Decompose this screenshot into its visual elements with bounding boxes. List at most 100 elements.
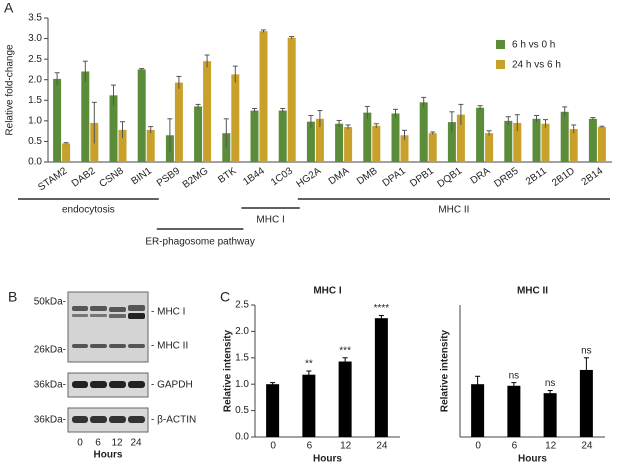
x-tick-label: DQB1 [436, 165, 465, 190]
x-tick-label: 0 [475, 441, 481, 452]
bar [471, 384, 485, 437]
group-label: MHC I [256, 215, 284, 226]
error-bar [306, 370, 312, 379]
error-bar [345, 124, 351, 130]
error-bar [458, 103, 464, 125]
chart-title: MHC II [517, 286, 548, 297]
error-bar [91, 101, 97, 144]
bar [315, 118, 324, 162]
bar [504, 120, 513, 162]
error-bar [308, 115, 314, 128]
bar [597, 127, 606, 162]
y-axis-label: Relative intensity [440, 329, 451, 412]
x-tick-label: 6 [512, 441, 518, 452]
x-tick-label: DRA [469, 165, 493, 186]
bar [363, 112, 372, 162]
error-bar [514, 114, 520, 132]
error-bar [543, 119, 548, 128]
error-bar [261, 29, 266, 33]
bar [344, 127, 353, 162]
marker-label: 36kDa- [34, 415, 66, 426]
error-bar [63, 142, 69, 145]
y-tick-label: 2.0 [235, 326, 249, 337]
lane-label: 12 [111, 438, 123, 449]
group-label: endocytosis [62, 205, 115, 216]
western-blot: 50kDa- 26kDa- 36kDa- 36kDa- - MHC I - MH… [34, 291, 196, 461]
bar [419, 102, 428, 162]
bar [532, 118, 541, 162]
marker-label: 36kDa- [34, 380, 66, 391]
error-bar [583, 357, 589, 383]
bar [560, 111, 569, 162]
bar [62, 143, 71, 162]
error-bar [204, 54, 210, 68]
legend-label: 24 h vs 6 h [512, 60, 561, 71]
bar [485, 133, 494, 162]
error-bar [111, 84, 116, 106]
error-bar [534, 115, 539, 123]
legend-swatch [496, 60, 505, 69]
error-bar [430, 131, 436, 135]
error-bar [402, 129, 407, 141]
error-bar [120, 121, 125, 139]
bar [507, 385, 521, 437]
error-bar [477, 105, 483, 110]
error-bar [571, 124, 577, 134]
error-bar [270, 382, 276, 386]
bar [259, 31, 268, 163]
error-bar [148, 126, 154, 134]
x-tick-label: DMB [355, 165, 380, 187]
error-bar [511, 382, 517, 389]
band-label: - β-ACTIN [151, 415, 196, 426]
bar [137, 69, 146, 162]
bar [109, 95, 118, 162]
significance-label: ns [581, 345, 592, 356]
x-axis-label: Hours [94, 450, 123, 461]
y-tick-label: 2.0 [28, 74, 42, 85]
significance-label: ** [305, 359, 313, 370]
x-axis-label: Hours [518, 454, 547, 462]
error-bar [176, 75, 182, 89]
x-tick-label: 1C03 [269, 165, 295, 188]
bar [306, 121, 315, 162]
x-tick-label: 12 [545, 441, 557, 452]
error-bar [393, 108, 398, 118]
bar [278, 110, 287, 162]
error-bar [449, 111, 455, 133]
error-bar [486, 130, 492, 136]
significance-label: ns [545, 378, 556, 389]
bar [302, 374, 316, 437]
x-tick-label: 24 [376, 441, 388, 452]
error-bar [378, 315, 384, 321]
y-tick-label: 2.5 [28, 54, 42, 65]
x-tick-label: PSB9 [155, 165, 183, 189]
bar [266, 384, 280, 437]
error-bar [599, 125, 605, 128]
error-bar [195, 103, 201, 109]
x-tick-label: DPB1 [408, 165, 436, 189]
error-bar [317, 110, 323, 128]
marker-label: 50kDa- [34, 297, 66, 308]
x-tick-label: 1B44 [241, 165, 267, 188]
bar [569, 129, 578, 162]
band-label: - MHC I [151, 307, 185, 318]
x-tick-label: HG2A [295, 165, 324, 190]
significance-label: ns [509, 370, 520, 381]
blot-bands [72, 381, 145, 388]
bar [541, 123, 550, 162]
significance-label: *** [339, 345, 351, 356]
bar [250, 110, 259, 162]
bar [588, 118, 597, 162]
bar [391, 113, 400, 162]
bar [174, 82, 183, 162]
x-tick-label: BIN1 [129, 165, 154, 187]
y-axis-label: Relative fold-change [5, 44, 16, 136]
bar [146, 129, 155, 162]
bar [338, 361, 352, 437]
bar [231, 74, 240, 162]
error-bar [139, 68, 145, 71]
lane-label: 24 [130, 438, 142, 449]
panel-label: C [220, 289, 230, 305]
error-bar [223, 118, 229, 148]
